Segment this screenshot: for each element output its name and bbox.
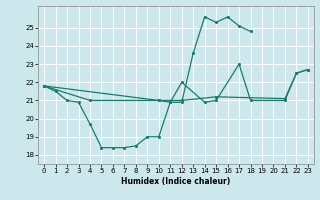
X-axis label: Humidex (Indice chaleur): Humidex (Indice chaleur) bbox=[121, 177, 231, 186]
